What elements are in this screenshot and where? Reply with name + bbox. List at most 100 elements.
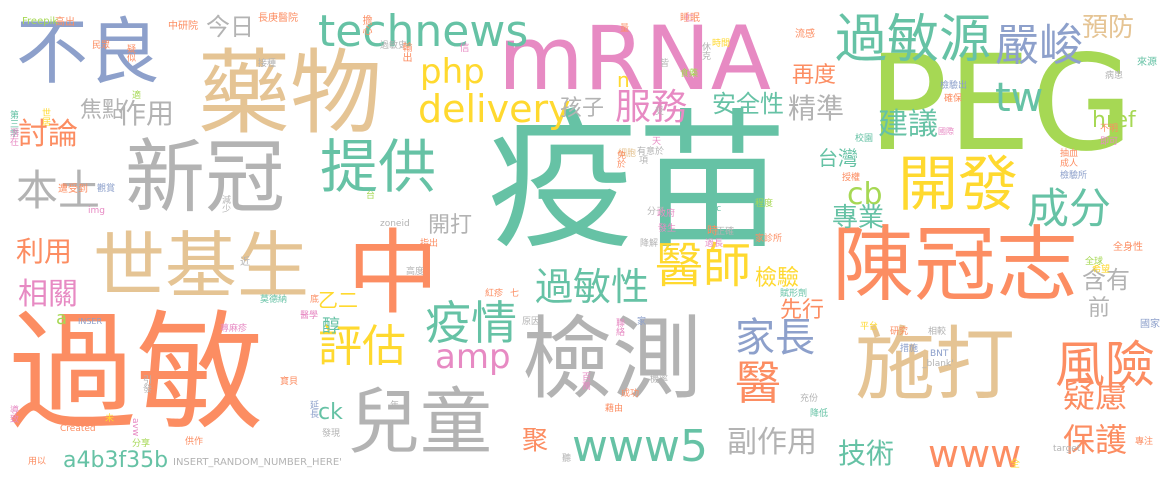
cloud-word: 延長	[308, 400, 318, 418]
cloud-word: 校園	[855, 134, 874, 144]
cloud-word: 輸出	[400, 42, 411, 62]
cloud-word: 信	[457, 42, 468, 52]
cloud-word: 兒童	[348, 380, 493, 464]
cloud-word: 寶貝	[280, 377, 299, 387]
cloud-word: src	[708, 204, 722, 214]
cloud-word: 疑似	[125, 44, 135, 62]
cloud-word: 近	[240, 257, 250, 268]
cloud-word: 紅疹	[485, 289, 504, 299]
cloud-word: 機率	[650, 375, 669, 385]
cloud-word: 受	[655, 107, 665, 117]
cloud-word: 疫苗	[487, 96, 788, 270]
cloud-word: 相較	[928, 327, 947, 337]
cloud-word: 項	[637, 155, 647, 164]
cloud-word: 天	[652, 137, 662, 147]
cloud-word: 專業	[832, 203, 885, 233]
cloud-word: 量	[620, 24, 630, 34]
cloud-word: 檢驗所	[1060, 171, 1088, 181]
cloud-word: 國際	[938, 127, 954, 136]
cloud-word: 醫	[735, 356, 781, 410]
cloud-word: 百萬	[580, 372, 590, 390]
cloud-word: 措施	[900, 344, 919, 354]
cloud-word: 保護	[1063, 421, 1128, 459]
cloud-word: 原因	[522, 317, 541, 327]
cloud-word: 中研院	[168, 21, 198, 32]
cloud-word: 程度	[755, 199, 774, 209]
cloud-word: BNT	[930, 349, 949, 359]
cloud-word: 用以	[28, 457, 47, 467]
cloud-word: 希望	[1092, 265, 1111, 275]
cloud-word: 中	[347, 220, 440, 327]
cloud-word: 降解	[640, 239, 659, 249]
cloud-word: 有意於	[637, 147, 665, 157]
cloud-word: 睡眠	[680, 13, 700, 24]
cloud-word: avw	[130, 418, 140, 437]
cloud-word: 全	[1010, 459, 1020, 470]
cloud-word: php	[420, 52, 485, 92]
cloud-word: 副作用	[727, 425, 817, 460]
cloud-word: zoneid	[380, 219, 410, 229]
cloud-word: 過長	[705, 239, 724, 249]
cloud-word: 含有	[1082, 266, 1130, 294]
cloud-word: 民眾	[92, 41, 111, 51]
cloud-word: 未	[103, 413, 113, 422]
cloud-word: 精準	[788, 92, 845, 125]
cloud-word: amp	[435, 337, 511, 377]
cloud-word: 發現	[322, 429, 341, 439]
cloud-word: 指出	[420, 239, 439, 249]
cloud-word: INSERT_RANDOM_NUMBER_HERE'	[173, 457, 342, 468]
cloud-word: 家	[637, 317, 647, 327]
cloud-word: 藉由	[605, 404, 624, 414]
cloud-word: 今日	[206, 13, 254, 41]
cloud-word: 預防	[1082, 13, 1135, 43]
cloud-word: 家診所	[755, 234, 783, 244]
cloud-word: href	[1092, 108, 1136, 133]
cloud-word: 流感	[795, 29, 815, 40]
cloud-word: tw	[995, 75, 1044, 121]
cloud-word: 即可	[1100, 137, 1119, 147]
cloud-word: 利用	[16, 235, 73, 268]
cloud-word: technews	[318, 6, 529, 57]
cloud-word: 國家	[1140, 319, 1160, 330]
cloud-word: 乙二	[318, 288, 358, 312]
cloud-word: 莫德納	[260, 295, 288, 305]
cloud-word: 技術	[838, 437, 895, 470]
cloud-word: 開發	[898, 150, 1018, 220]
cloud-word: 服務	[615, 87, 688, 128]
cloud-word: 充份	[800, 394, 819, 404]
cloud-word: 皆	[660, 59, 670, 69]
cloud-word: 再度	[792, 63, 837, 88]
cloud-word: Freepik	[22, 16, 59, 27]
cloud-word: 聚	[522, 426, 549, 456]
cloud-word: INSER	[78, 317, 103, 326]
cloud-word: 成分	[1027, 184, 1112, 233]
cloud-word: 適	[130, 90, 140, 99]
cloud-word: 本土	[16, 166, 101, 215]
cloud-word: 台灣	[818, 146, 858, 170]
cloud-word: 抽血	[1060, 149, 1079, 159]
cloud-word: 擔心	[360, 15, 371, 35]
cloud-word: 作用	[118, 97, 175, 130]
cloud-word: 七	[510, 289, 520, 299]
cloud-word: 供作	[185, 437, 204, 447]
cloud-word: 醫學	[300, 311, 319, 321]
cloud-word: 檢驗	[755, 266, 800, 291]
cloud-word: 底	[310, 295, 320, 305]
cloud-word: 施打	[855, 318, 1015, 411]
cloud-word: 確保	[944, 94, 963, 104]
cloud-word: 先行	[780, 298, 825, 323]
cloud-word: 醫師	[655, 238, 752, 294]
cloud-word: 新冠	[125, 131, 285, 224]
cloud-word: 免於	[615, 150, 625, 168]
cloud-word: target	[1053, 444, 1081, 454]
cloud-word: PEG	[868, 27, 1134, 181]
cloud-word: 開打	[428, 213, 473, 238]
cloud-word: 聯絡	[614, 318, 624, 336]
cloud-word: 過敏	[8, 299, 265, 448]
cloud-word: 不明	[1100, 124, 1119, 134]
cloud-word: 安全性	[712, 90, 784, 118]
cloud-word: 成功	[621, 389, 640, 399]
cloud-word: 長庚醫院	[258, 13, 298, 24]
cloud-word: 高出	[55, 17, 75, 28]
